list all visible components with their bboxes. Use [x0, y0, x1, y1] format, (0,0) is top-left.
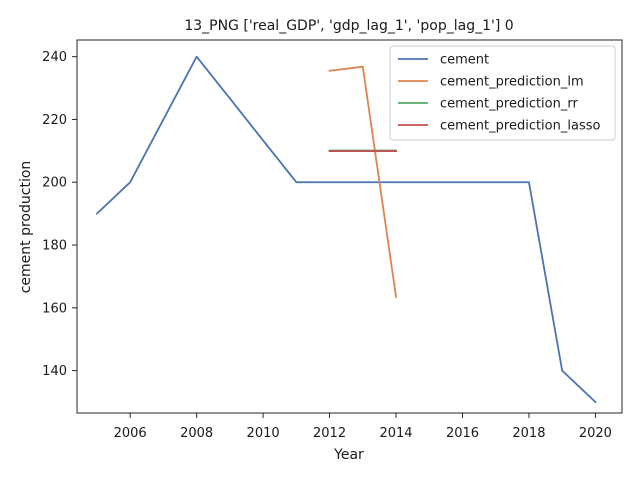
chart-title: 13_PNG ['real_GDP', 'gdp_lag_1', 'pop_la… — [184, 18, 513, 34]
legend-entry-label: cement_prediction_lm — [440, 75, 584, 90]
x-axis-label: Year — [333, 447, 364, 463]
y-tick-label: 160 — [42, 301, 67, 316]
x-tick-label: 2014 — [379, 426, 412, 441]
x-tick-label: 2016 — [446, 426, 479, 441]
y-tick-label: 220 — [42, 113, 67, 128]
y-tick-label: 200 — [42, 176, 67, 191]
plot-area — [76, 39, 623, 414]
legend: cement cement_prediction_lm cement_predict… — [389, 45, 616, 141]
y-axis-label: cement production — [18, 161, 34, 294]
legend-entry-label: cement_prediction_rr — [440, 97, 578, 112]
x-tick-label: 2008 — [180, 426, 213, 441]
y-tick-label: 140 — [42, 364, 67, 379]
legend-entry-label: cement_prediction_lasso — [440, 119, 600, 134]
x-tick-label: 2010 — [247, 426, 280, 441]
x-tick-label: 2012 — [313, 426, 346, 441]
series-line-cement-prediction-lm — [328, 65, 398, 298]
y-tick-label: 180 — [42, 239, 67, 254]
series-line-cement — [95, 55, 597, 404]
legend-entry-label: cement — [440, 53, 489, 68]
x-tick-label: 2006 — [114, 426, 147, 441]
y-axis: 140 160 180 200 220 240 — [42, 50, 77, 379]
series-lines — [95, 55, 597, 404]
x-axis: 2006 2008 2010 2012 2014 2016 2018 2020 — [114, 413, 612, 441]
legend-box — [389, 45, 616, 141]
x-tick-label: 2020 — [579, 426, 612, 441]
x-tick-label: 2018 — [512, 426, 545, 441]
y-tick-label: 240 — [42, 50, 67, 65]
